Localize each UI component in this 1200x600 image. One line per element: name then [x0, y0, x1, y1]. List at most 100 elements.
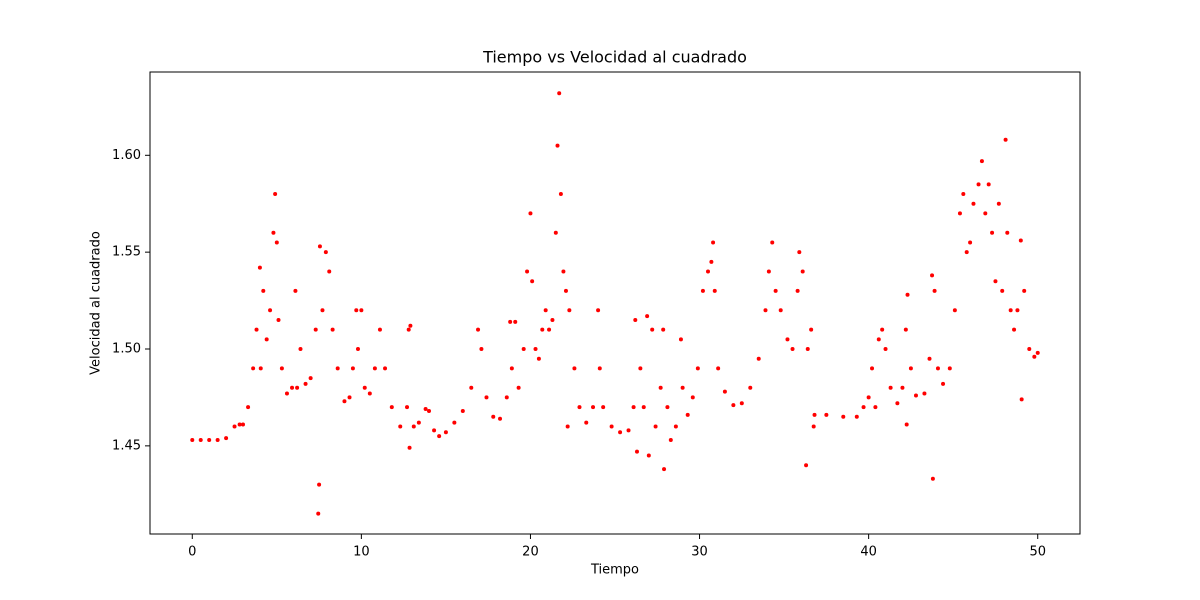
- data-point: [883, 347, 888, 352]
- data-point: [460, 408, 465, 413]
- data-point: [888, 385, 893, 390]
- data-point: [257, 265, 262, 270]
- x-tick-label: 30: [691, 545, 708, 560]
- data-point: [976, 182, 981, 187]
- data-point: [631, 405, 636, 410]
- data-point: [432, 428, 437, 433]
- data-point: [547, 327, 552, 332]
- data-point: [295, 385, 300, 390]
- data-point: [254, 327, 259, 332]
- data-point: [290, 385, 295, 390]
- x-tick-label: 0: [188, 545, 196, 560]
- data-point: [563, 288, 568, 293]
- data-point: [437, 434, 442, 439]
- data-point: [678, 337, 683, 342]
- data-point: [398, 424, 403, 429]
- data-point: [809, 327, 814, 332]
- data-point: [922, 391, 927, 396]
- data-point: [957, 211, 962, 216]
- data-point: [543, 308, 548, 313]
- x-axis-label: Tiempo: [590, 563, 639, 578]
- data-point: [261, 288, 266, 293]
- data-point: [533, 347, 538, 352]
- data-point: [509, 366, 514, 371]
- data-point: [680, 385, 685, 390]
- data-point: [528, 211, 533, 216]
- data-point: [423, 407, 428, 412]
- data-point: [996, 201, 1001, 206]
- data-point: [476, 327, 481, 332]
- data-point: [716, 366, 721, 371]
- data-point: [880, 327, 885, 332]
- data-point: [748, 385, 753, 390]
- data-point: [968, 240, 973, 245]
- data-point: [1003, 137, 1008, 142]
- data-point: [1022, 288, 1027, 293]
- data-point: [668, 438, 673, 443]
- data-point: [298, 347, 303, 352]
- data-point: [861, 405, 866, 410]
- data-point: [350, 366, 355, 371]
- data-point: [1018, 238, 1023, 243]
- data-point: [279, 366, 284, 371]
- data-point: [596, 308, 601, 313]
- data-point: [190, 438, 195, 443]
- data-point: [811, 424, 816, 429]
- data-point: [530, 279, 535, 284]
- data-point: [224, 436, 229, 441]
- data-point: [504, 395, 509, 400]
- data-point: [650, 327, 655, 332]
- data-point: [1005, 230, 1010, 235]
- data-point: [1035, 350, 1040, 355]
- data-point: [567, 308, 572, 313]
- data-point: [658, 385, 663, 390]
- data-point: [618, 430, 623, 435]
- data-point: [947, 366, 952, 371]
- data-point: [323, 250, 328, 255]
- data-point: [215, 438, 220, 443]
- data-point: [491, 414, 496, 419]
- data-point: [367, 391, 372, 396]
- x-tick-label: 10: [353, 545, 370, 560]
- data-point: [469, 385, 474, 390]
- data-point: [805, 347, 810, 352]
- data-point: [1019, 397, 1024, 402]
- data-point: [558, 192, 563, 197]
- data-point: [866, 395, 871, 400]
- data-point: [778, 308, 783, 313]
- data-point: [241, 422, 245, 427]
- data-point: [405, 405, 410, 410]
- data-point: [873, 405, 878, 410]
- y-tick-label: 1.50: [112, 342, 141, 357]
- data-point: [411, 424, 416, 429]
- data-point: [198, 438, 203, 443]
- data-point: [952, 308, 957, 313]
- data-point: [986, 182, 991, 187]
- data-point: [572, 366, 577, 371]
- data-point: [274, 240, 279, 245]
- data-point: [516, 385, 521, 390]
- data-point: [633, 317, 638, 322]
- data-point: [795, 288, 800, 293]
- data-point: [383, 366, 388, 371]
- y-tick-label: 1.55: [112, 245, 141, 260]
- data-point: [271, 230, 276, 235]
- data-point: [525, 269, 530, 274]
- data-point: [355, 347, 360, 352]
- data-point: [870, 366, 875, 371]
- data-point: [908, 366, 913, 371]
- x-tick-label: 20: [522, 545, 539, 560]
- data-point: [342, 399, 347, 404]
- data-point: [876, 337, 881, 342]
- data-point: [408, 323, 413, 328]
- data-point: [773, 288, 778, 293]
- data-point: [626, 428, 631, 433]
- data-point: [739, 401, 744, 406]
- data-point: [930, 273, 935, 278]
- data-point: [407, 445, 412, 450]
- data-point: [964, 250, 969, 255]
- data-point: [971, 201, 976, 206]
- data-point: [700, 288, 705, 293]
- data-point: [1015, 308, 1020, 313]
